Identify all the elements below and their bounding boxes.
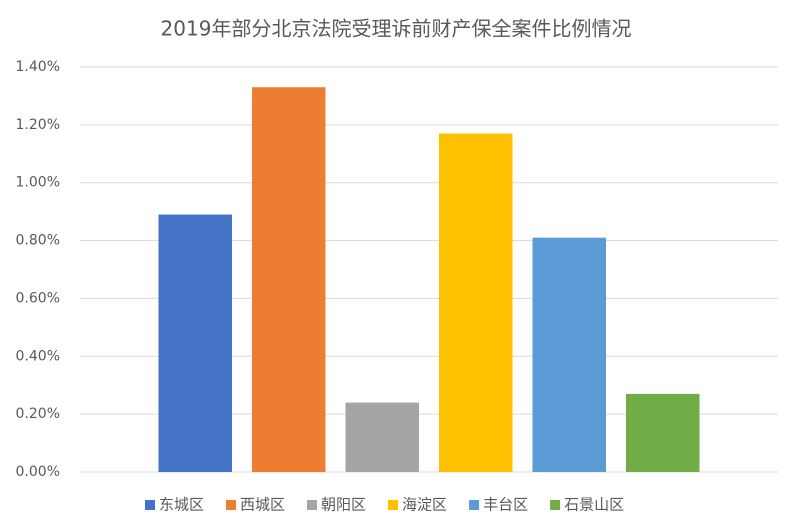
y-tick-label: 0.40%: [16, 348, 60, 364]
bar: [439, 133, 513, 473]
legend-swatch: [469, 500, 480, 510]
legend-swatch: [550, 500, 561, 510]
legend-label: 东城区: [159, 496, 204, 514]
legend-swatch: [388, 500, 399, 510]
y-tick-label: 1.20%: [16, 117, 60, 133]
legend-swatch: [226, 500, 237, 510]
y-tick-label: 1.00%: [16, 175, 60, 191]
bar: [252, 87, 326, 472]
y-tick-label: 0.00%: [16, 464, 60, 480]
bar: [626, 393, 700, 472]
legend-swatch: [307, 500, 318, 510]
y-tick-label: 0.20%: [16, 406, 60, 422]
legend-swatch: [145, 500, 155, 510]
legend-label: 西城区: [240, 496, 285, 514]
y-tick-label: 0.60%: [16, 290, 60, 306]
bar: [345, 402, 419, 472]
legend-label: 丰台区: [483, 496, 528, 514]
legend-label: 石景山区: [564, 496, 624, 514]
bar: [532, 237, 606, 472]
legend-label: 朝阳区: [321, 496, 366, 514]
chart-title: 2019年部分北京法院受理诉前财产保全案件比例情况: [161, 17, 632, 41]
legend-label: 海淀区: [402, 496, 447, 514]
y-tick-label: 0.80%: [16, 233, 60, 249]
bar: [158, 214, 232, 473]
y-tick-label: 1.40%: [16, 59, 60, 75]
